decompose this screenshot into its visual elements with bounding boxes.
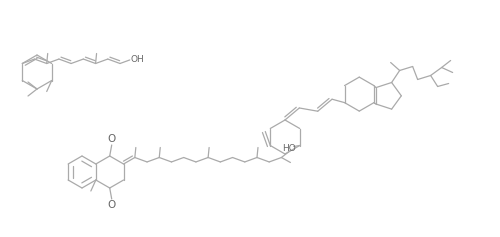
Text: HO: HO [282, 144, 296, 153]
Text: O: O [108, 134, 116, 144]
Text: O: O [108, 200, 116, 210]
Text: OH: OH [131, 55, 144, 64]
